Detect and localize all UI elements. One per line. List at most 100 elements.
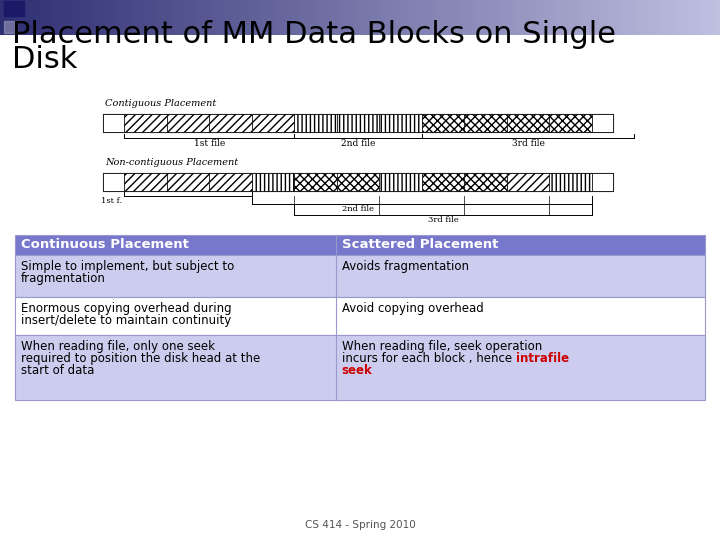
Bar [422,173,464,191]
Bar [673,0,677,35]
Bar [580,0,583,35]
Bar [572,0,576,35]
Bar [590,0,594,35]
Bar [612,0,616,35]
Text: Avoid copying overhead: Avoid copying overhead [342,302,484,315]
Bar [310,0,313,35]
Bar [72,0,76,35]
Bar [162,0,166,35]
Bar [680,0,684,35]
Bar [223,0,227,35]
Bar [511,0,515,35]
Bar [547,0,551,35]
Bar [446,0,450,35]
Text: 3rd file: 3rd file [512,139,544,148]
Bar [587,0,590,35]
Bar [691,0,695,35]
Bar [450,0,454,35]
Bar [608,0,612,35]
Text: Simple to implement, but subject to: Simple to implement, but subject to [21,260,234,273]
Bar [421,0,425,35]
Bar [371,0,374,35]
Bar [468,0,472,35]
Bar [418,0,421,35]
Text: Continuous Placement: Continuous Placement [21,239,189,252]
Bar [551,0,554,35]
Bar [202,0,205,35]
Bar [210,173,252,191]
Bar [353,0,356,35]
Bar [130,0,133,35]
Bar [601,0,605,35]
Bar [490,0,493,35]
Text: Avoids fragmentation: Avoids fragmentation [342,260,469,273]
Bar [497,0,500,35]
Bar [504,0,508,35]
Bar [619,0,623,35]
Bar [103,114,613,132]
Bar [536,0,540,35]
Bar [605,0,608,35]
Text: required to position the disk head at the: required to position the disk head at th… [21,352,260,365]
Bar [7,0,11,35]
Bar [140,0,144,35]
Bar [507,114,549,132]
Bar [400,0,403,35]
Bar [306,0,310,35]
Bar [125,173,167,191]
Bar [15,255,705,297]
Bar [457,0,461,35]
Bar [549,114,592,132]
Bar [284,0,288,35]
Bar [103,114,125,132]
Bar [464,114,507,132]
Text: CS 414 - Spring 2010: CS 414 - Spring 2010 [305,520,415,530]
Bar [464,0,468,35]
Bar [356,0,360,35]
Text: 2nd file: 2nd file [341,139,375,148]
Bar [68,0,72,35]
Bar [422,114,464,132]
Bar [4,21,17,33]
Bar [630,0,634,35]
Bar [583,0,587,35]
Text: Enormous copying overhead during: Enormous copying overhead during [21,302,232,315]
Text: Non-contiguous Placement: Non-contiguous Placement [105,158,238,167]
Bar [86,0,90,35]
Bar [360,0,364,35]
Bar [641,0,644,35]
Bar [374,0,378,35]
Bar [508,0,511,35]
Bar [173,0,176,35]
Bar [592,114,613,132]
Bar [436,0,439,35]
Bar [167,114,210,132]
Bar [349,0,353,35]
Text: Disk: Disk [12,45,77,74]
Bar [166,0,169,35]
Text: Placement of MM Data Blocks on Single: Placement of MM Data Blocks on Single [12,20,616,49]
Bar [364,0,367,35]
Text: seek: seek [342,364,373,377]
Bar [155,0,158,35]
Bar [76,0,79,35]
Bar [576,0,580,35]
Bar [706,0,709,35]
Text: incurs for each block , hence: incurs for each block , hence [342,352,516,365]
Bar [115,0,119,35]
Bar [238,0,241,35]
Bar [144,0,148,35]
Bar [313,0,317,35]
Bar [180,0,184,35]
Bar [40,0,43,35]
Bar [677,0,680,35]
Bar [626,0,630,35]
Bar [90,0,94,35]
Bar [43,0,47,35]
Bar [389,0,392,35]
Bar [716,0,720,35]
Bar [486,0,490,35]
Bar [176,0,180,35]
Bar [209,0,212,35]
Bar [79,0,83,35]
